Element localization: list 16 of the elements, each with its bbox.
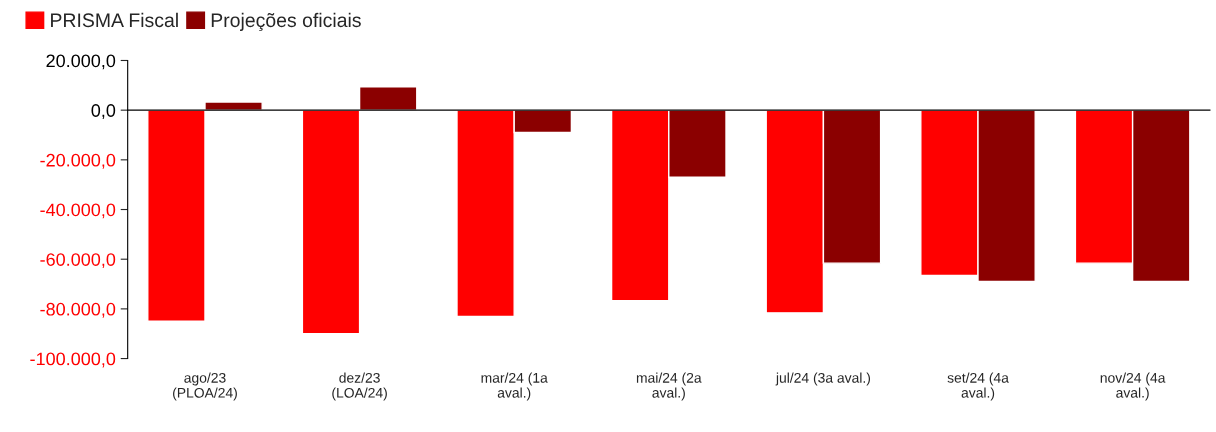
legend-label: Projeções oficiais bbox=[211, 12, 361, 32]
y-tick-label: -40.000,0 bbox=[40, 203, 116, 219]
y-tick-label: 0,0 bbox=[91, 104, 116, 120]
y-tick-label: -60.000,0 bbox=[40, 253, 116, 269]
x-tick-label: set/24 (4a aval.) bbox=[947, 372, 1009, 401]
y-tick-label: -100.000,0 bbox=[30, 352, 116, 368]
x-tick-label: jul/24 (3a aval.) bbox=[775, 372, 871, 386]
y-tick-label: 20.000,0 bbox=[46, 54, 116, 70]
legend-label: PRISMA Fiscal bbox=[51, 12, 178, 28]
x-tick-label: mai/24 (2a aval.) bbox=[636, 372, 702, 401]
x-tick-label: dez/23 (LOA/24) bbox=[332, 372, 387, 401]
x-tick-label: ago/23 (PLOA/24) bbox=[173, 372, 237, 401]
y-tick-label: -20.000,0 bbox=[40, 153, 116, 169]
y-tick-label: -80.000,0 bbox=[40, 302, 116, 318]
x-tick-label: mar/24 (1a aval.) bbox=[481, 372, 548, 401]
x-tick-label: nov/24 (4a aval.) bbox=[1100, 372, 1166, 401]
